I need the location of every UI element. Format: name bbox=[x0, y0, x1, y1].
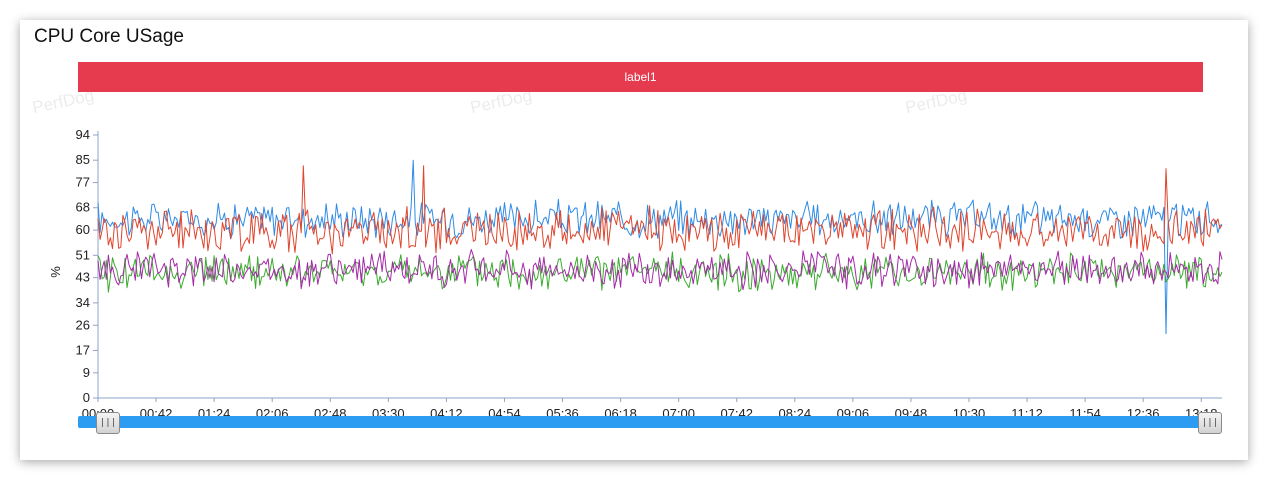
range-slider[interactable] bbox=[78, 416, 1203, 428]
y-tick-label: 17 bbox=[76, 342, 90, 357]
y-tick-label: 34 bbox=[76, 295, 90, 310]
y-tick-label: 26 bbox=[76, 317, 90, 332]
chart-card bbox=[20, 20, 1248, 460]
y-tick-label: 0 bbox=[83, 390, 90, 405]
y-tick-label: 60 bbox=[76, 222, 90, 237]
slider-handle-left[interactable]: ||| bbox=[96, 412, 120, 434]
y-tick-label: 77 bbox=[76, 175, 90, 190]
y-axis-label: % bbox=[48, 266, 63, 278]
label-bar[interactable]: label1 bbox=[78, 62, 1203, 92]
y-tick-label: 9 bbox=[83, 365, 90, 380]
series-line-3 bbox=[97, 249, 1223, 291]
y-tick-label: 85 bbox=[76, 152, 90, 167]
y-tick-label: 68 bbox=[76, 200, 90, 215]
series-line-1 bbox=[97, 165, 1223, 255]
y-tick-label: 51 bbox=[76, 247, 90, 262]
series-line-0 bbox=[97, 159, 1223, 335]
y-tick-label: 43 bbox=[76, 270, 90, 285]
chart-title: CPU Core USage bbox=[34, 26, 184, 47]
slider-handle-right[interactable]: ||| bbox=[1198, 412, 1222, 434]
y-tick-label: 94 bbox=[76, 127, 90, 142]
